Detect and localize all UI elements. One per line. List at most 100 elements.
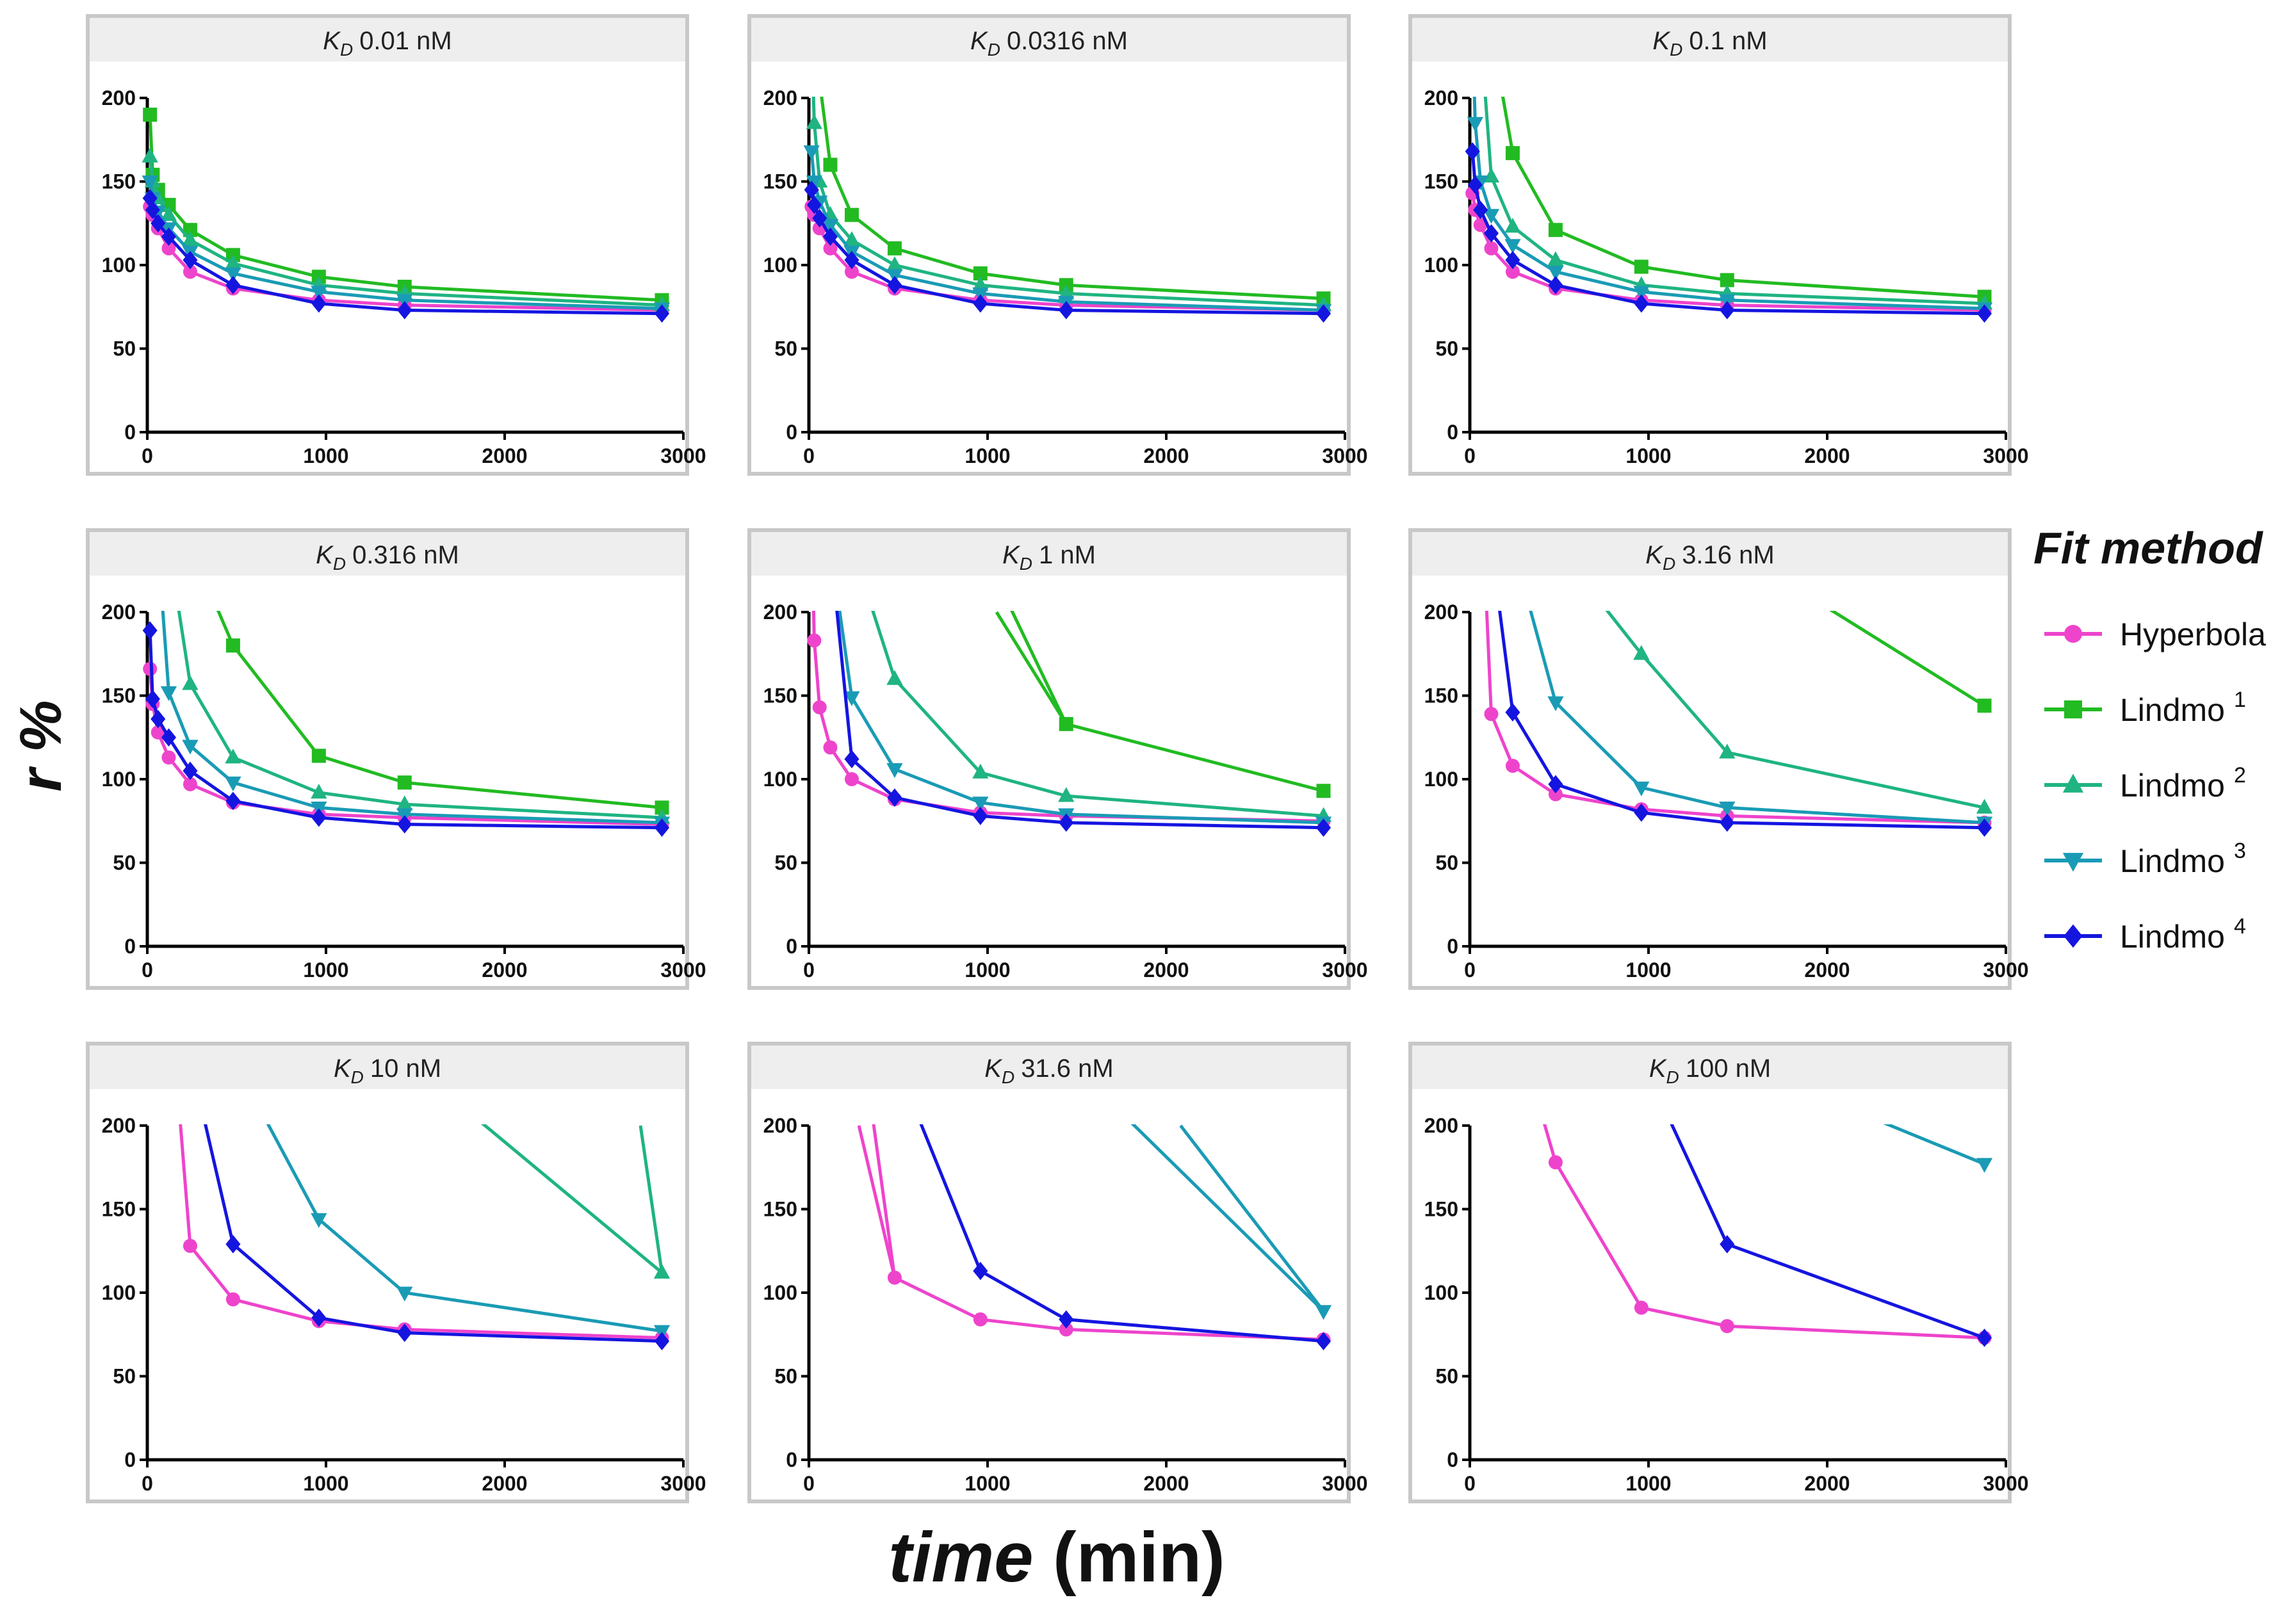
data-point [182,739,199,755]
legend-marker [2062,773,2084,793]
panel-title-symbol: K [1645,541,1664,569]
data-point [143,108,158,122]
series-2 [216,611,669,815]
series-line [835,611,1324,830]
x-tick-label: 2000 [482,958,527,982]
y-tick-label: 50 [113,852,136,875]
x-tick-label: 2000 [1143,958,1189,982]
data-point [225,254,241,270]
y-tick-label: 0 [786,1448,797,1471]
data-point [1505,250,1520,270]
series-5 [1465,142,1992,323]
data-point [397,301,412,319]
y-tick-label: 200 [763,601,797,624]
data-point [1634,803,1649,822]
series-line [1883,1124,1985,1166]
data-point [225,276,241,295]
panel-title: KD 100 nM [1649,1055,1771,1087]
y-tick-label: 200 [102,601,136,624]
panel-title-subscript: D [340,40,353,60]
panel-title: KD 3.16 nM [1645,541,1774,574]
data-point [161,728,177,747]
y-tick-label: 100 [763,1281,797,1304]
data-point [1505,759,1520,773]
series-5 [835,611,1331,837]
series-line [1130,1124,1325,1313]
series-4 [1883,1124,1993,1173]
data-point [151,725,165,739]
panel-frame [1408,1042,2012,1503]
y-tick-label: 200 [102,1114,136,1137]
x-tick-label: 0 [1464,1472,1476,1495]
data-point [823,158,838,172]
legend-label-name: Hyperbola [2120,617,2266,652]
data-point [1720,273,1734,287]
series-5 [804,181,1331,323]
data-point [973,266,988,281]
data-point [142,147,158,163]
data-point [1976,1329,1992,1347]
data-point [804,181,819,199]
panel-title-symbol: K [1002,541,1021,569]
panel-title-subscript: D [1670,40,1682,60]
data-point [142,175,158,191]
data-point [1720,301,1735,319]
data-point [1058,284,1075,300]
y-tick-label: 150 [1424,170,1458,193]
series-5 [1498,611,1992,837]
panel-title-symbol: K [1649,1055,1668,1083]
data-point [161,750,176,765]
data-point [823,740,838,755]
series-line [1501,97,1985,299]
x-tick-label: 0 [1464,958,1476,982]
y-tick-label: 50 [774,852,797,875]
panel-title: KD 1 nM [1002,541,1096,574]
data-point [182,231,199,246]
y-tick-label: 0 [1447,935,1458,958]
data-point [1505,264,1520,279]
y-tick-label: 0 [786,421,797,444]
legend-item-4: Lindmo 3 [2044,839,2246,879]
data-point [1505,703,1520,722]
data-point [972,796,989,812]
data-point [844,250,859,270]
data-point [397,1323,412,1342]
panel-title-value: 10 nM [370,1055,441,1083]
data-point [1504,218,1521,233]
data-point [1058,787,1075,802]
y-tick-label: 0 [1447,1448,1458,1471]
panel-header [90,532,685,576]
data-point [1547,696,1564,711]
data-point [396,795,413,811]
data-point [397,775,412,790]
series-3 [1605,611,1993,814]
data-point [1634,1300,1649,1315]
data-point [311,1213,327,1228]
x-tick-label: 3000 [660,1472,706,1495]
data-point [1315,1332,1331,1350]
data-point [151,709,166,729]
x-tick-label: 2000 [482,444,527,467]
legend-label-sup: 1 [2234,688,2246,712]
data-point [803,145,820,161]
panel-header [751,1046,1347,1089]
data-point [844,207,859,222]
y-tick-label: 50 [774,1365,797,1388]
series-line [266,1124,662,1333]
panel-title-value: 31.6 nM [1021,1055,1114,1083]
y-tick-label: 150 [102,684,136,707]
series-4 [1130,1124,1332,1320]
data-point [183,264,197,279]
data-point [1059,301,1074,319]
x-axis-label-italic: time [888,1518,1033,1597]
panel-title-value: 0.0316 nM [1007,27,1128,55]
x-tick-label: 0 [803,958,815,982]
y-tick-label: 50 [1435,337,1458,360]
data-point [1483,167,1500,183]
data-point [887,276,902,295]
data-point [142,621,158,640]
x-tick-label: 3000 [1322,958,1367,982]
data-point [1059,1310,1074,1329]
series-5 [204,1124,670,1350]
